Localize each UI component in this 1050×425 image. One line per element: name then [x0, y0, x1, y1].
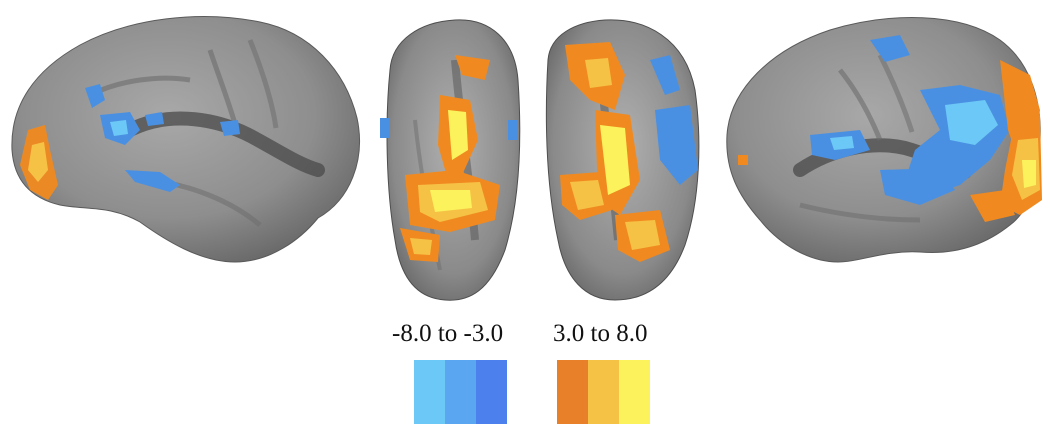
positive-color-scale — [557, 360, 650, 424]
negative-swatch-mid — [445, 360, 476, 424]
negative-swatch-light — [414, 360, 445, 424]
right-hemisphere-lateral — [726, 17, 1042, 263]
ventral-view-left — [380, 19, 521, 301]
left-hemisphere-lateral — [11, 16, 360, 263]
positive-swatch-orange — [557, 360, 588, 424]
positive-swatch-yellow — [619, 360, 650, 424]
negative-swatch-dark — [476, 360, 507, 424]
positive-range-label: 3.0 to 8.0 — [553, 320, 648, 347]
negative-color-scale — [414, 360, 507, 424]
ventral-view-right — [545, 19, 700, 301]
positive-swatch-gold — [588, 360, 619, 424]
negative-range-label: -8.0 to -3.0 — [392, 320, 504, 347]
